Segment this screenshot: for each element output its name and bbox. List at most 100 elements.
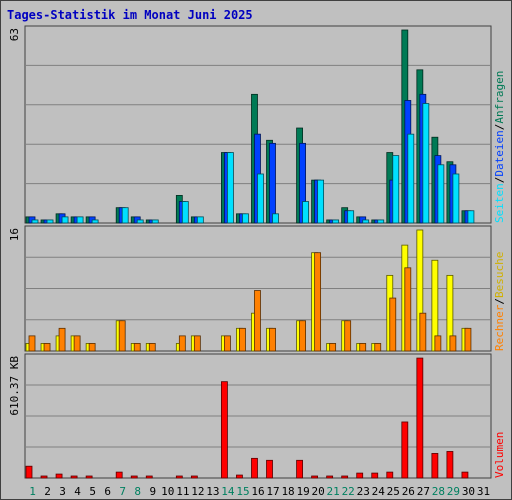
bar-rechner-day-21 xyxy=(329,343,337,352)
x-tick-label: 25 xyxy=(387,485,400,498)
chart-title: Tages-Statistik im Monat Juni 2025 xyxy=(7,8,253,22)
bar-seiten-day-17 xyxy=(272,213,279,224)
y-max-label-visits: 16 xyxy=(8,228,21,241)
x-tick-label: 17 xyxy=(266,485,279,498)
bar-volumen-day-27 xyxy=(416,357,424,479)
bar-volumen-day-4 xyxy=(70,475,78,479)
x-tick-label: 27 xyxy=(417,485,430,498)
bar-seiten-day-30 xyxy=(467,210,475,224)
bar-volumen-day-22 xyxy=(341,475,349,479)
bar-seiten-day-27 xyxy=(422,103,430,224)
x-tick-label: 18 xyxy=(281,485,294,498)
bar-rechner-day-14 xyxy=(224,335,231,352)
bar-volumen-day-24 xyxy=(371,472,379,479)
bar-volumen-day-8 xyxy=(130,475,138,479)
bar-rechner-day-25 xyxy=(389,297,397,352)
bar-seiten-day-19 xyxy=(302,201,309,224)
x-tick-label: 19 xyxy=(296,485,309,498)
x-tick-label: 12 xyxy=(191,485,204,498)
bar-seiten-day-2 xyxy=(46,219,54,224)
bar-rechner-day-7 xyxy=(118,320,126,352)
x-tick-label: 29 xyxy=(447,485,460,498)
bar-seiten-day-1 xyxy=(31,219,39,224)
bar-volumen-day-15 xyxy=(236,474,243,479)
x-tick-label: 6 xyxy=(104,485,111,498)
legend-separator: / xyxy=(493,298,506,305)
legend-item-dateien: Dateien xyxy=(493,130,506,176)
x-tick-label: 16 xyxy=(251,485,264,498)
bar-volumen-day-1 xyxy=(25,465,33,479)
x-tick-label: 28 xyxy=(432,485,445,498)
bar-volumen-day-21 xyxy=(326,475,334,479)
x-tick-label: 22 xyxy=(342,485,355,498)
bar-rechner-day-11 xyxy=(178,335,186,352)
x-tick-label: 14 xyxy=(221,485,235,498)
bar-volumen-day-29 xyxy=(446,451,454,479)
x-tick-label: 5 xyxy=(89,485,96,498)
x-tick-label: 11 xyxy=(176,485,189,498)
bar-rechner-day-30 xyxy=(464,327,472,352)
bar-rechner-day-16 xyxy=(254,290,261,352)
bar-seiten-day-23 xyxy=(362,219,370,224)
bar-volumen-day-19 xyxy=(296,459,303,479)
bar-rechner-day-15 xyxy=(239,327,246,352)
bar-volumen-day-7 xyxy=(115,471,123,479)
bar-seiten-day-15 xyxy=(242,213,249,224)
bar-dateien-day-17 xyxy=(269,142,276,224)
bar-seiten-day-16 xyxy=(257,173,264,224)
bar-seiten-day-7 xyxy=(121,207,129,224)
bar-seiten-day-5 xyxy=(91,219,99,224)
bar-rechner-day-20 xyxy=(314,252,322,352)
bar-rechner-day-17 xyxy=(269,327,276,352)
legend-item-volumen: Volumen xyxy=(493,432,506,478)
bar-volumen-day-20 xyxy=(311,475,319,479)
bar-volumen-day-2 xyxy=(40,475,48,479)
x-tick-label: 2 xyxy=(44,485,51,498)
x-tick-label: 8 xyxy=(134,485,141,498)
bar-volumen-day-25 xyxy=(386,471,394,479)
bar-seiten-day-26 xyxy=(407,133,415,224)
bar-volumen-day-26 xyxy=(401,421,409,479)
x-tick-label: 24 xyxy=(372,485,386,498)
bar-rechner-day-22 xyxy=(344,320,352,352)
bar-seiten-day-3 xyxy=(61,216,69,224)
x-tick-label: 21 xyxy=(327,485,340,498)
bar-volumen-day-14 xyxy=(221,381,228,479)
bar-seiten-day-22 xyxy=(347,210,355,224)
bar-seiten-day-14 xyxy=(227,152,234,224)
bar-volumen-day-12 xyxy=(190,475,198,479)
bar-volumen-day-23 xyxy=(356,472,364,479)
legend-item-anfragen: Anfragen xyxy=(493,71,506,124)
bar-seiten-day-20 xyxy=(317,179,325,224)
bar-seiten-day-11 xyxy=(181,201,189,224)
bar-rechner-day-1 xyxy=(28,335,36,352)
x-tick-label: 30 xyxy=(462,485,475,498)
bar-seiten-day-8 xyxy=(136,219,144,224)
y-max-label-volume: 610.37 KB xyxy=(8,356,21,416)
legend-separator: / xyxy=(493,177,506,184)
bar-rechner-day-3 xyxy=(58,327,66,352)
bar-rechner-day-26 xyxy=(404,267,412,352)
bar-rechner-day-24 xyxy=(374,343,382,352)
bar-rechner-day-29 xyxy=(449,335,457,352)
bar-rechner-day-5 xyxy=(88,343,96,352)
bar-volumen-day-5 xyxy=(85,475,93,479)
y-max-label-requests: 63 xyxy=(8,28,21,41)
x-tick-label: 4 xyxy=(74,485,81,498)
x-tick-label: 15 xyxy=(236,485,249,498)
bar-seiten-day-21 xyxy=(332,219,340,224)
x-tick-label: 10 xyxy=(161,485,174,498)
x-tick-label: 26 xyxy=(402,485,415,498)
x-tick-label: 31 xyxy=(477,485,490,498)
legend-visits: Rechner/Besuche xyxy=(493,252,506,351)
legend-separator: / xyxy=(493,124,506,131)
legend-item-rechner: Rechner xyxy=(493,304,506,351)
bar-volumen-day-16 xyxy=(251,457,258,479)
x-tick-label: 20 xyxy=(312,485,325,498)
bar-rechner-day-27 xyxy=(419,312,427,352)
bar-volumen-day-30 xyxy=(461,471,469,479)
x-tick-label: 1 xyxy=(29,485,36,498)
x-tick-label: 7 xyxy=(119,485,126,498)
